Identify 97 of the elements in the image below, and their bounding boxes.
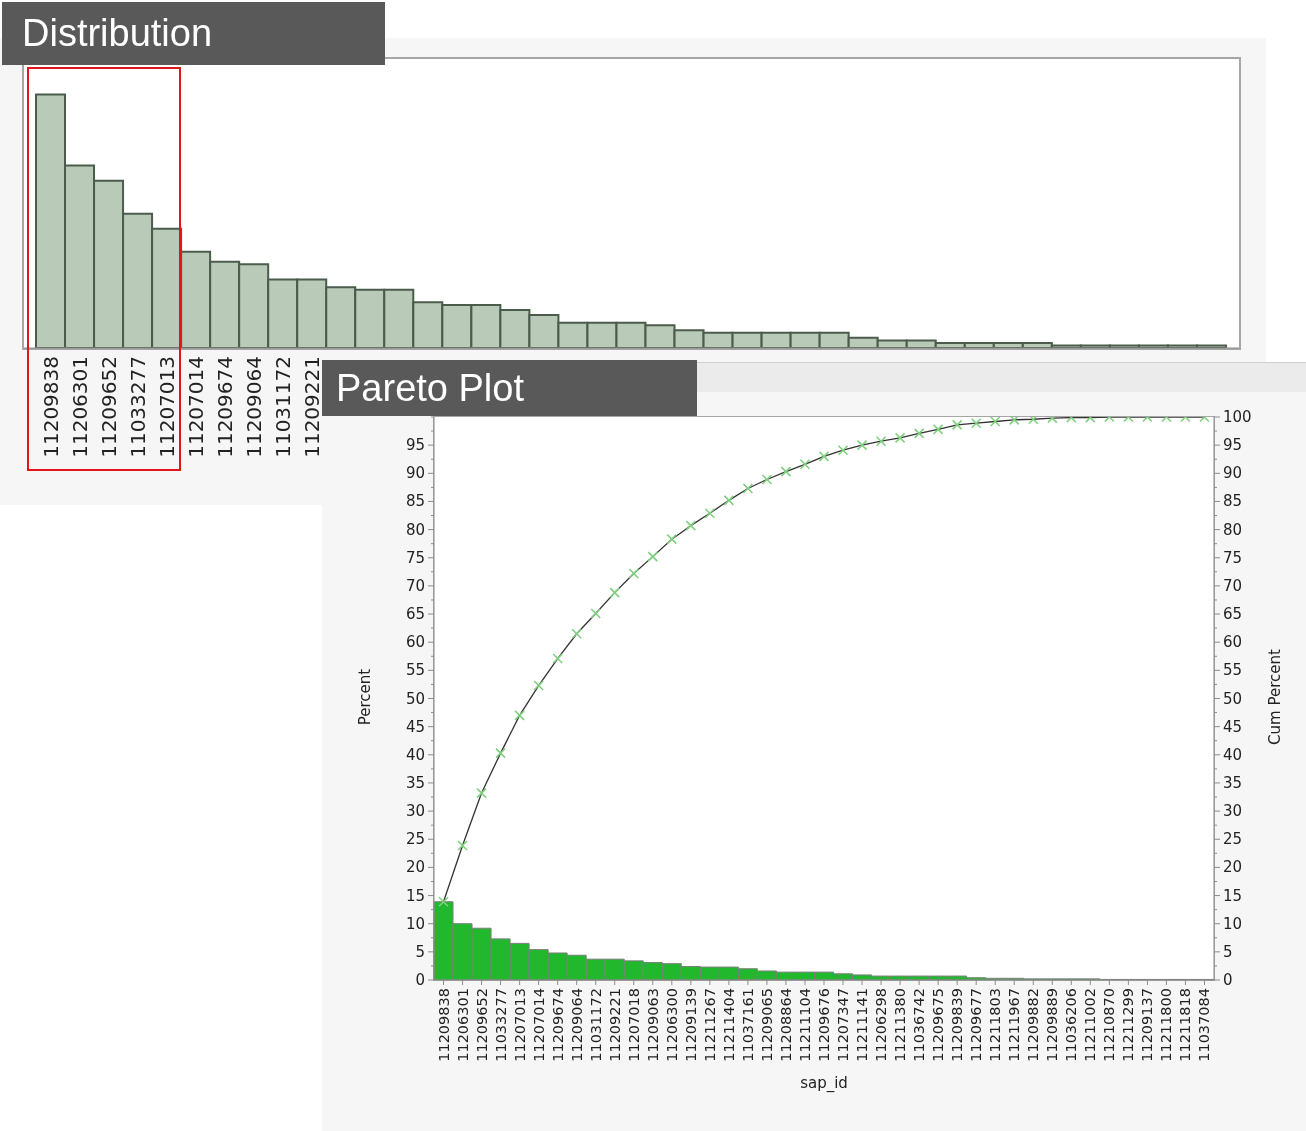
y-tick-label: 10 <box>405 914 425 933</box>
y-tick-label: 70 <box>405 576 425 595</box>
x-tick-label: 11211967 <box>1006 988 1023 1062</box>
x-tick-label: 11211800 <box>1158 988 1175 1062</box>
x-tick-label: 11211818 <box>1177 988 1194 1062</box>
y-tick-label: 0 <box>415 971 425 989</box>
x-tick-label: 11209677 <box>968 988 985 1062</box>
x-tick-label: 11036742 <box>911 988 928 1062</box>
y2-tick-label: 75 <box>1223 548 1243 567</box>
y2-tick-label: 90 <box>1223 464 1243 483</box>
x-tick-label: 11209839 <box>949 988 966 1062</box>
x-tick-label: 11211299 <box>1120 988 1137 1062</box>
x-tick-label: 11209139 <box>682 988 699 1062</box>
y2-tick-label: 80 <box>1223 520 1243 539</box>
y-tick-label: 90 <box>405 464 425 483</box>
x-tick-label: 11209137 <box>1139 988 1156 1062</box>
x-tick-label: 11207018 <box>625 988 642 1062</box>
x-tick-label: 11209675 <box>930 988 947 1062</box>
y2-tick-label: 10 <box>1223 914 1243 933</box>
x-tick-label: 11208864 <box>777 988 794 1062</box>
y-axis-title: Percent <box>355 668 374 726</box>
x-tick-label: 11209652 <box>473 988 490 1062</box>
x-tick-label: 11031172 <box>270 356 295 458</box>
y2-axis-title: Cum Percent <box>1265 649 1284 745</box>
y2-tick-label: 45 <box>1223 717 1243 736</box>
y2-tick-label: 20 <box>1223 858 1243 877</box>
x-tick-label: 11207014 <box>530 988 547 1062</box>
chart-title: Distribution <box>22 12 213 55</box>
x-tick-label: 11036206 <box>1063 988 1080 1062</box>
x-tick-label: 11037084 <box>1196 988 1213 1062</box>
x-tick-label: 11031172 <box>587 988 604 1062</box>
x-tick-label: 11211404 <box>720 988 737 1062</box>
x-tick-label: 11037161 <box>739 988 756 1062</box>
x-tick-label: 11209063 <box>644 988 661 1062</box>
y-tick-label: 75 <box>405 548 425 567</box>
x-tick-label: 11209064 <box>241 356 266 458</box>
y-tick-label: 5 <box>415 942 425 961</box>
x-tick-label: 11209065 <box>758 988 775 1062</box>
y-tick-label: 85 <box>405 492 425 511</box>
x-tick-label: 11211002 <box>1082 988 1099 1062</box>
x-tick-label: 11210870 <box>1101 988 1118 1062</box>
y-tick-label: 15 <box>405 886 425 905</box>
x-axis-title: sap_id <box>800 1073 848 1092</box>
y-tick-label: 65 <box>405 605 425 624</box>
x-tick-label: 11207347 <box>835 988 852 1062</box>
y2-tick-label: 15 <box>1223 886 1243 905</box>
x-tick-label: 11211141 <box>854 988 871 1062</box>
y-tick-label: 50 <box>405 689 425 708</box>
x-tick-label: 11209889 <box>1044 988 1061 1062</box>
x-tick-label: 11209221 <box>299 356 324 458</box>
x-tick-label: 11209838 <box>38 356 63 458</box>
x-tick-label: 11033277 <box>125 356 150 458</box>
x-tick-label: 11207014 <box>183 356 208 458</box>
x-tick-label: 11206301 <box>454 988 471 1062</box>
x-tick-label: 11211803 <box>987 988 1004 1062</box>
x-tick-label: 11209838 <box>435 988 452 1062</box>
y-tick-label: 35 <box>405 773 425 792</box>
y2-tick-label: 100 <box>1223 408 1252 426</box>
x-tick-label: 11206301 <box>67 356 92 458</box>
x-tick-label: 11211267 <box>701 988 718 1062</box>
y-tick-label: 20 <box>405 858 425 877</box>
y2-tick-label: 60 <box>1223 633 1243 652</box>
y2-tick-label: 50 <box>1223 689 1243 708</box>
y-tick-label: 30 <box>405 802 425 821</box>
x-tick-label: 11207013 <box>154 356 179 458</box>
y2-tick-label: 5 <box>1223 942 1233 961</box>
y-tick-label: 95 <box>405 436 425 455</box>
x-tick-label: 11209652 <box>96 356 121 458</box>
x-tick-label: 11211380 <box>892 988 909 1062</box>
y2-tick-label: 95 <box>1223 436 1243 455</box>
x-tick-label: 11207013 <box>511 988 528 1062</box>
y2-tick-label: 35 <box>1223 773 1243 792</box>
y-tick-label: 45 <box>405 717 425 736</box>
x-tick-label: 11209676 <box>816 988 832 1062</box>
x-tick-label: 11206298 <box>873 988 890 1062</box>
y2-tick-label: 0 <box>1223 971 1233 989</box>
x-tick-label: 11209674 <box>212 356 237 458</box>
y2-tick-label: 25 <box>1223 830 1243 849</box>
x-tick-label: 11033277 <box>492 988 509 1062</box>
y-tick-label: 40 <box>405 745 425 764</box>
x-tick-label: 11209064 <box>568 988 585 1062</box>
y-tick-label: 60 <box>405 633 425 652</box>
x-tick-label: 11211104 <box>796 988 813 1062</box>
x-tick-label: 11209882 <box>1025 988 1042 1062</box>
y-tick-label: 80 <box>405 520 425 539</box>
x-tick-label: 11206300 <box>663 988 680 1062</box>
chart-title: Pareto Plot <box>336 366 524 410</box>
y2-tick-label: 30 <box>1223 802 1243 821</box>
y2-tick-label: 55 <box>1223 661 1243 680</box>
y-tick-label: 55 <box>405 661 425 680</box>
y-tick-label: 25 <box>405 830 425 849</box>
y2-tick-label: 40 <box>1223 745 1243 764</box>
y2-tick-label: 85 <box>1223 492 1243 511</box>
x-tick-label: 11209674 <box>549 988 566 1062</box>
y2-tick-label: 65 <box>1223 605 1243 624</box>
y2-tick-label: 70 <box>1223 576 1243 595</box>
x-tick-label: 11209221 <box>606 988 623 1062</box>
